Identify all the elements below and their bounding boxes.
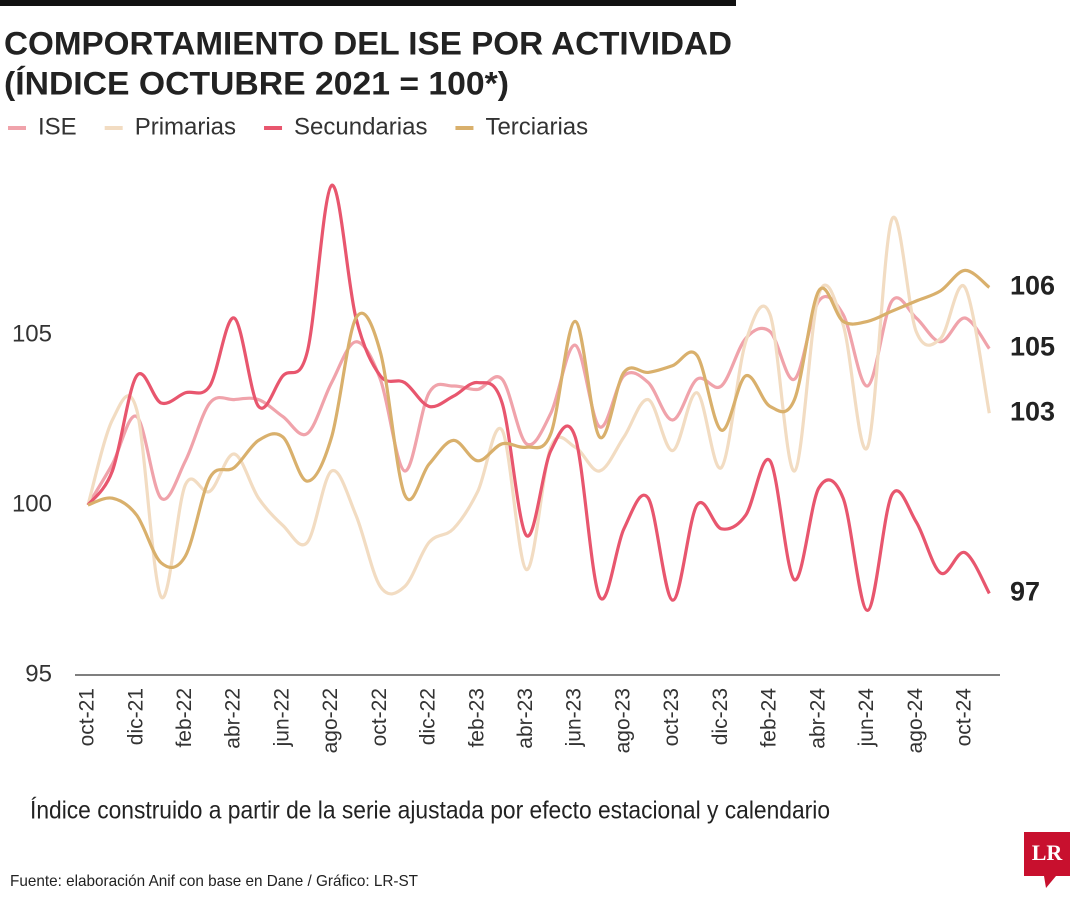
x-tick-label: oct-21 — [76, 688, 99, 746]
x-tick-label: abr-23 — [514, 688, 537, 749]
x-tick-label: ago-23 — [611, 688, 634, 753]
x-tick-label: feb-22 — [173, 688, 196, 748]
logo-box — [1024, 832, 1070, 876]
x-tick-label: oct-24 — [953, 688, 976, 747]
series-line — [86, 294, 991, 506]
legend-label: Terciarias — [485, 113, 588, 140]
x-tick-label: feb-24 — [758, 688, 781, 748]
series-line — [87, 268, 991, 569]
series-line — [86, 215, 991, 600]
legend: ISE Primarias Secundarias Terciarias — [8, 113, 588, 140]
x-tick-label: dic-21 — [124, 688, 147, 745]
x-tick-label: oct-23 — [660, 688, 683, 746]
x-tick-label: jun-24 — [855, 688, 878, 748]
legend-label: Secundarias — [294, 113, 427, 140]
source: Fuente: elaboración Anif con base en Dan… — [10, 873, 418, 890]
value-label: 103 — [1010, 396, 1055, 426]
x-tick-label: jun-22 — [270, 688, 293, 747]
x-tick-label: abr-24 — [806, 688, 829, 749]
value-label: 106 — [1010, 271, 1055, 301]
x-tick-label: jun-23 — [563, 688, 586, 747]
x-tick-label: oct-22 — [368, 688, 391, 746]
chart-title: COMPORTAMIENTO DEL ISE POR ACTIVIDAD — [4, 25, 732, 61]
value-label: 97 — [1010, 577, 1040, 607]
legend-label: ISE — [38, 113, 77, 140]
x-tick-label: dic-22 — [417, 688, 440, 745]
series-line — [86, 183, 991, 613]
value-label: 105 — [1010, 332, 1055, 362]
legend-label: Primarias — [135, 113, 236, 140]
top-bar — [0, 0, 736, 6]
y-tick-label: 105 — [12, 320, 52, 347]
logo: LR — [1032, 840, 1064, 865]
x-tick-label: abr-22 — [222, 688, 245, 749]
x-tick-label: ago-24 — [904, 688, 927, 754]
x-tick-label: ago-22 — [319, 688, 342, 753]
note: Índice construido a partir de la serie a… — [30, 796, 830, 825]
logo-tail — [1044, 876, 1056, 888]
y-tick-label: 95 — [25, 660, 52, 687]
x-tick-label: dic-23 — [709, 688, 732, 745]
x-tick-label: feb-23 — [465, 688, 488, 748]
y-tick-label: 100 — [12, 490, 52, 517]
chart-title: (ÍNDICE OCTUBRE 2021 = 100*) — [4, 65, 509, 101]
